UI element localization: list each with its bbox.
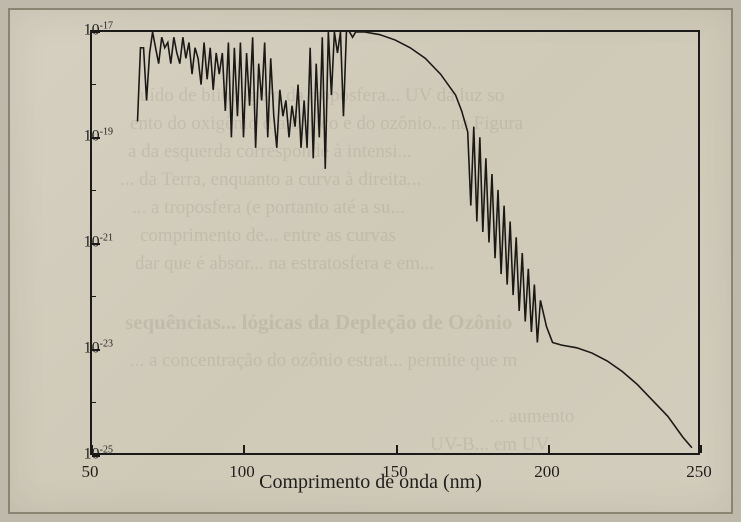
x-axis-label: Comprimento de onda (nm) xyxy=(10,471,731,494)
xtick xyxy=(700,445,702,453)
spectrum-curve xyxy=(92,32,698,453)
plot-area xyxy=(90,30,700,455)
paper-sheet: uído de blindagem da troposfera... UV da… xyxy=(8,8,733,514)
ytick xyxy=(92,455,100,457)
